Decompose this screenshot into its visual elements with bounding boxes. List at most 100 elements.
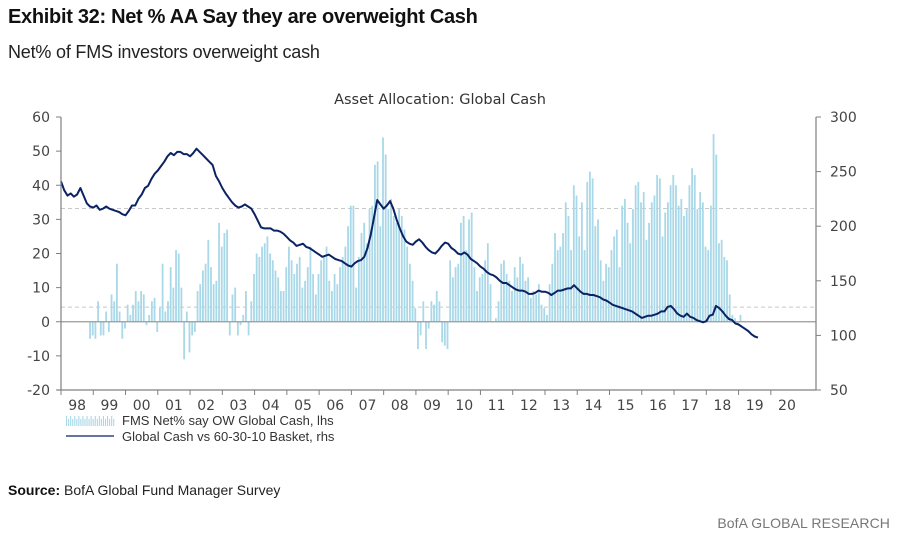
bar: [653, 195, 656, 322]
bar: [734, 318, 736, 322]
bar: [94, 321, 97, 339]
bar: [191, 321, 194, 336]
bar: [239, 321, 242, 326]
bar: [282, 291, 285, 322]
bar: [586, 181, 589, 322]
bar: [715, 154, 718, 322]
bar: [274, 270, 277, 322]
brand-footer: BofA GLOBAL RESEARCH: [717, 515, 890, 531]
bar: [172, 287, 175, 322]
bar: [89, 321, 91, 339]
bar: [615, 229, 618, 322]
bar: [301, 287, 304, 322]
bar: [497, 301, 500, 322]
x-tick-label: 00: [133, 398, 151, 414]
bar: [379, 226, 382, 322]
legend-bar-tick: [98, 416, 100, 426]
bar: [672, 175, 675, 322]
bar: [435, 291, 438, 322]
bar: [430, 301, 433, 322]
bar: [632, 209, 634, 322]
bar: [365, 243, 368, 322]
bar: [422, 301, 425, 322]
bar: [484, 260, 487, 322]
bar: [395, 222, 398, 322]
bar: [728, 294, 731, 322]
bar: [637, 181, 640, 322]
left-tick-label: 0: [41, 315, 50, 331]
x-tick-label: 12: [520, 398, 538, 414]
x-tick-label: 17: [681, 398, 699, 414]
bar: [406, 246, 409, 322]
bar: [589, 171, 591, 322]
bar: [597, 219, 599, 322]
bar: [427, 321, 430, 329]
bar-series: [89, 134, 742, 360]
x-tick-label: 99: [100, 398, 118, 414]
bar: [441, 321, 444, 343]
x-tick-label: 04: [262, 398, 280, 414]
bar: [156, 321, 159, 332]
bar: [503, 260, 505, 322]
bar: [478, 277, 481, 322]
bar: [91, 321, 94, 336]
bar: [529, 297, 532, 322]
bar: [142, 294, 145, 322]
bar: [124, 321, 126, 329]
right-tick-label: 300: [830, 110, 857, 126]
bar: [403, 229, 406, 322]
bar: [645, 239, 648, 322]
bar: [167, 301, 169, 322]
bar: [288, 246, 290, 322]
bar: [543, 308, 546, 322]
bar: [384, 154, 387, 322]
bar: [664, 212, 667, 322]
bar: [357, 256, 360, 322]
bar: [145, 321, 148, 326]
bar: [150, 301, 153, 322]
bar: [521, 263, 524, 322]
bar: [685, 209, 688, 322]
line-series: [60, 147, 759, 339]
bar: [701, 202, 704, 322]
legend-bar-tick: [96, 419, 98, 426]
legend-bar-tick: [86, 416, 88, 426]
legend-bar-tick: [68, 419, 70, 426]
bar: [417, 321, 419, 350]
legend-bar-tick: [104, 419, 107, 426]
bar: [126, 304, 129, 322]
bar: [134, 291, 137, 322]
left-tick-label: -20: [27, 383, 50, 399]
line-global-cash-vs-basket: [60, 147, 759, 339]
bar: [105, 311, 108, 322]
bar: [285, 267, 288, 322]
left-tick-label: 60: [32, 110, 50, 126]
x-tick-label: 03: [230, 398, 248, 414]
x-tick-label: 06: [326, 398, 344, 414]
legend-entry-bars: FMS Net% say OW Global Cash, lhs: [66, 412, 334, 428]
legend-bar-tick: [90, 416, 92, 426]
x-tick-label: 14: [584, 398, 602, 414]
bar: [723, 256, 726, 322]
bar: [661, 236, 664, 322]
bar: [454, 267, 457, 322]
bar: [312, 273, 315, 322]
bar: [341, 256, 344, 322]
bar: [204, 263, 207, 322]
source-note: Source: BofA Global Fund Manager Survey: [8, 482, 280, 498]
bar: [575, 195, 578, 322]
legend-label-line: Global Cash vs 60-30-10 Basket, rhs: [122, 428, 335, 444]
bar: [570, 250, 573, 322]
bar: [414, 308, 417, 322]
legend-bar-tick: [107, 416, 109, 426]
bar: [320, 260, 323, 322]
bar: [707, 250, 710, 322]
bar: [419, 321, 422, 336]
legend-line-swatch-icon: [66, 435, 114, 437]
bar: [699, 192, 702, 322]
bar: [196, 291, 199, 322]
bar: [489, 284, 492, 322]
bar: [602, 280, 605, 322]
legend-bar-tick: [102, 416, 104, 426]
bar: [535, 294, 538, 322]
